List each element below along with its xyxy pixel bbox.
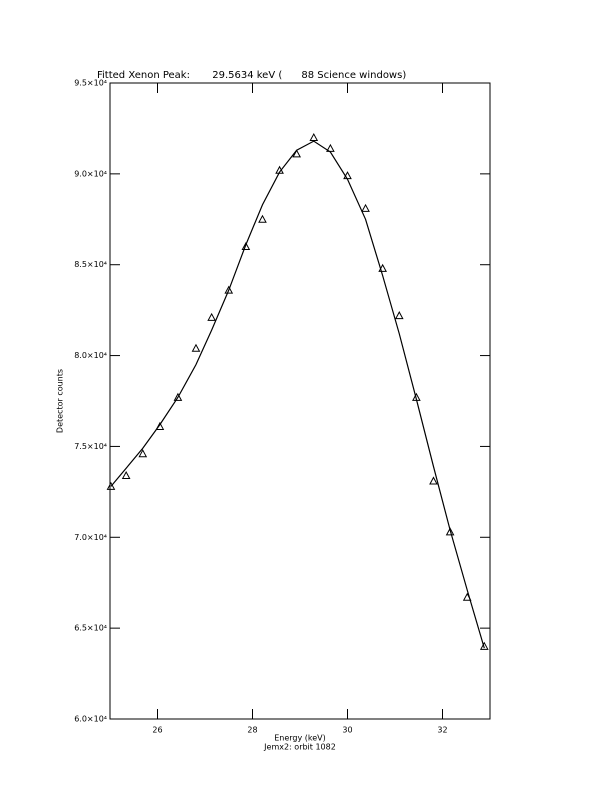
y-tick-label: 6.0×10⁴ (74, 715, 107, 724)
subtitle: Jemx2: orbit 1082 (263, 743, 336, 752)
data-point (361, 203, 370, 212)
data-point (224, 285, 234, 294)
y-tick-label: 6.5×10⁴ (74, 624, 107, 633)
data-point (106, 481, 116, 490)
y-tick-label: 8.0×10⁴ (74, 351, 107, 360)
x-tick-label: 32 (437, 726, 447, 735)
y-axis-label: Detector counts (56, 369, 65, 433)
data-point (207, 312, 216, 321)
y-tick-label: 9.5×10⁴ (74, 79, 107, 88)
x-tick-label: 26 (152, 726, 162, 735)
data-point (479, 641, 489, 650)
data-point (445, 527, 455, 536)
data-point (258, 214, 267, 223)
chart-title: Fitted Xenon Peak: 29.5634 keV ( 88 Scie… (97, 70, 406, 81)
data-point (429, 476, 438, 485)
y-tick-label: 7.0×10⁴ (74, 533, 107, 542)
data-point (138, 449, 148, 458)
x-tick-label: 28 (247, 726, 257, 735)
fit-line (110, 140, 485, 649)
y-tick-label: 9.0×10⁴ (74, 169, 107, 178)
data-point (292, 149, 302, 158)
x-tick-label: 30 (342, 726, 352, 735)
data-point (241, 241, 251, 251)
data-point (191, 343, 201, 352)
plot-frame (109, 82, 491, 720)
data-point (121, 470, 131, 480)
y-tick-label: 7.5×10⁴ (74, 442, 107, 451)
x-axis-label: Energy (keV) (274, 734, 326, 743)
y-tick-label: 8.5×10⁴ (74, 260, 107, 269)
data-point (394, 311, 404, 320)
data-point (173, 392, 183, 401)
